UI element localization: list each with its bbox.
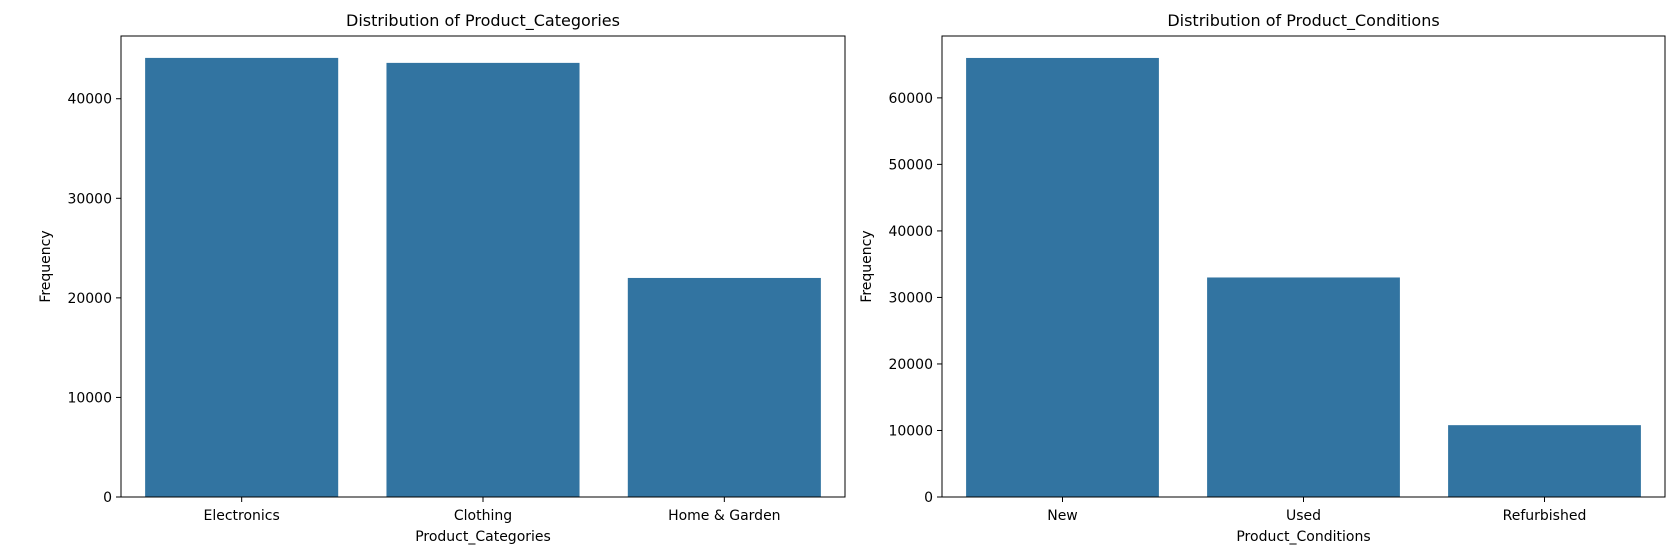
y-axis-label: Frequency [38,230,54,302]
x-axis-label: Product_Conditions [1236,529,1370,545]
chart-title: Distribution of Product_Categories [346,11,620,31]
y-tick-label: 0 [924,490,933,506]
bar-used [1207,277,1400,497]
bar-new [966,57,1159,497]
y-tick-label: 60000 [888,91,933,107]
x-tick-label: New [1047,508,1078,524]
y-tick-label: 30000 [888,290,933,306]
plot-frame [120,35,846,498]
y-tick-label: 10000 [888,423,933,439]
y-tick-label: 0 [103,490,112,506]
chart-panel-1: Distribution of Product_Categories Electr… [38,11,846,545]
x-axis-label: Product_Categories [415,529,551,545]
y-tick-label: 30000 [67,191,112,207]
bar-home-garden [627,277,821,497]
y-tick-label: 10000 [67,390,112,406]
y-tick-label: 20000 [67,291,112,307]
chart-panel-2: Distribution of Product_Conditions New Use… [859,11,1666,545]
x-tick-label: Used [1286,508,1321,524]
plot-frame [941,35,1666,498]
y-tick-label: 40000 [67,92,112,108]
x-tick-label: Refurbished [1503,508,1587,524]
y-axis-label: Frequency [859,230,875,302]
x-tick-label: Clothing [454,508,512,524]
chart-title: Distribution of Product_Conditions [1167,11,1439,31]
y-tick-label: 50000 [888,157,933,173]
y-tick-label: 40000 [888,224,933,240]
x-tick-label: Home & Garden [668,508,780,524]
bar-refurbished [1448,425,1641,497]
y-tick-label: 20000 [888,357,933,373]
bar-clothing [386,62,580,498]
bar-electronics [145,57,339,497]
x-tick-label: Electronics [204,508,280,524]
